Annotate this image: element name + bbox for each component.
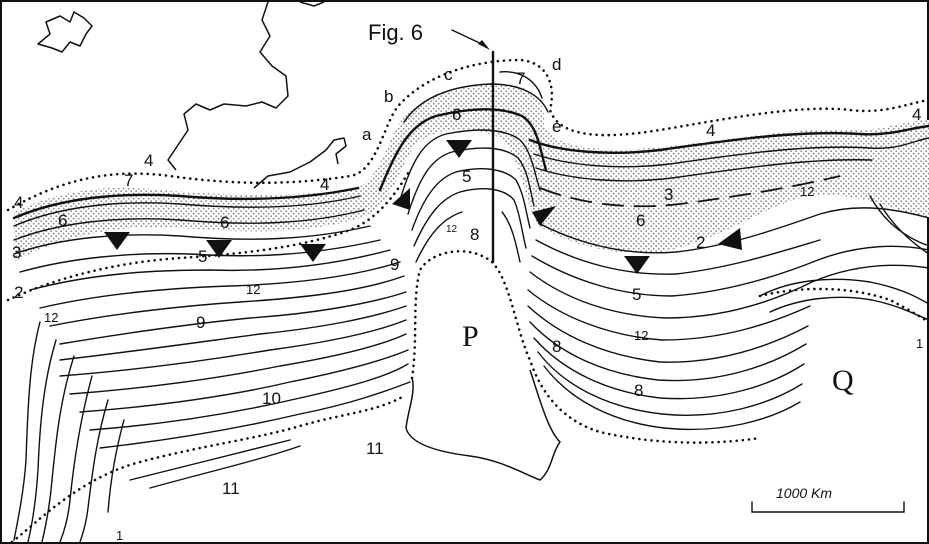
zone-number: 9	[196, 313, 205, 332]
zone-number: 8	[470, 225, 479, 244]
zone-number: 5	[198, 247, 207, 266]
bay-coast	[253, 137, 347, 189]
zone-number: 6	[58, 211, 67, 230]
zone-number: 6	[452, 105, 461, 124]
zone-number: 3	[664, 185, 673, 204]
zone-letters: a b c d e	[362, 55, 561, 144]
thrust-triangle	[446, 140, 472, 158]
zone-number: 4	[320, 175, 329, 194]
thrust-triangle	[392, 188, 410, 210]
zone-number: 6	[636, 211, 645, 230]
zone-number: 9	[390, 255, 399, 274]
thrust-triangle	[532, 206, 556, 226]
mainland-coast	[167, 1, 289, 171]
central-contours	[378, 71, 549, 263]
zone-letter: e	[552, 117, 561, 136]
basin-label-q: Q	[832, 364, 854, 397]
zone-number: 4	[14, 193, 23, 212]
zone-number: 7	[124, 171, 133, 190]
zone-number: 11	[366, 439, 384, 458]
thrust-markers	[104, 140, 742, 274]
zone-number: 5	[462, 167, 471, 186]
zone-number: 4	[706, 121, 715, 140]
zone-letter: d	[552, 55, 561, 74]
zone-number: 2	[14, 283, 23, 302]
zone-number: 4	[912, 105, 921, 124]
zone-number: 8	[634, 381, 643, 400]
zone-number: 12	[446, 224, 458, 235]
zone-number: 12	[44, 310, 58, 325]
thrust-triangle	[104, 232, 130, 250]
zone-number: 3	[12, 243, 21, 262]
stippled-belt	[14, 84, 929, 262]
zone-number: 12	[634, 328, 648, 343]
zone-letter: c	[444, 65, 453, 84]
zone-letter: a	[362, 125, 372, 144]
thrust-triangle	[718, 228, 742, 250]
zone-number: 8	[552, 337, 561, 356]
zone-number: 10	[262, 389, 281, 408]
zone-number: 5	[632, 285, 641, 304]
coastlines	[37, 1, 347, 189]
zone-number: 1	[916, 336, 923, 351]
zone-number: 12	[246, 282, 260, 297]
island-coast	[37, 11, 93, 53]
zone-number: 7	[516, 69, 525, 88]
basin-p-outline	[405, 369, 561, 481]
zone-number: 6	[220, 213, 229, 232]
zone-number: 4	[144, 151, 153, 170]
west-contours	[12, 186, 411, 543]
fig-arrowhead	[478, 40, 490, 50]
east-contours	[527, 124, 929, 431]
east-coast	[299, 1, 325, 7]
thrust-triangle	[206, 240, 232, 258]
zone-number: 1	[116, 528, 123, 543]
zone-letter: b	[384, 87, 393, 106]
figure-reference: Fig. 6	[368, 20, 423, 45]
zone-number: 12	[800, 184, 814, 199]
scale-label: 1000 Km	[776, 485, 832, 501]
zone-number: 11	[222, 479, 240, 498]
thrust-triangle	[624, 256, 650, 274]
zone-number: 2	[696, 233, 705, 252]
basin-label-p: P	[462, 320, 479, 353]
zone-numbers: 1 1 2 2 3 3 4 4 4 4 4 5 5 5 6 6 6 6 7 7 …	[12, 69, 923, 543]
thrust-triangle	[300, 244, 326, 262]
scale-bar: 1000 Km	[751, 485, 905, 513]
